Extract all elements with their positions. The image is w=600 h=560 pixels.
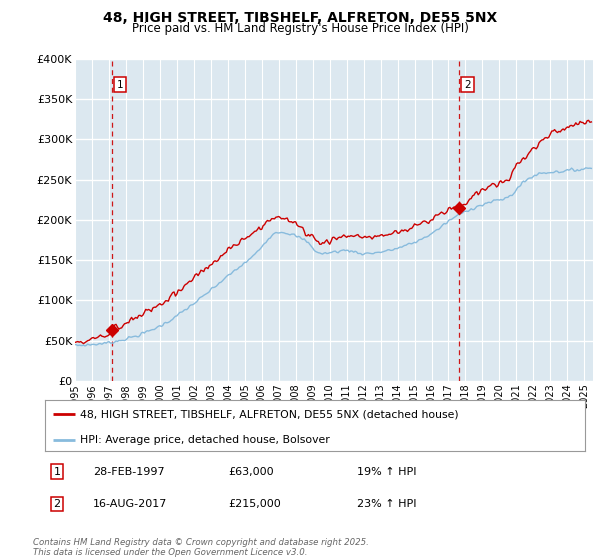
- Text: 1: 1: [53, 466, 61, 477]
- Text: 2: 2: [464, 80, 471, 90]
- Text: Price paid vs. HM Land Registry's House Price Index (HPI): Price paid vs. HM Land Registry's House …: [131, 22, 469, 35]
- Text: HPI: Average price, detached house, Bolsover: HPI: Average price, detached house, Bols…: [80, 435, 330, 445]
- Text: 1: 1: [117, 80, 124, 90]
- Text: 48, HIGH STREET, TIBSHELF, ALFRETON, DE55 5NX (detached house): 48, HIGH STREET, TIBSHELF, ALFRETON, DE5…: [80, 409, 459, 419]
- Text: 2: 2: [53, 499, 61, 509]
- Text: 48, HIGH STREET, TIBSHELF, ALFRETON, DE55 5NX: 48, HIGH STREET, TIBSHELF, ALFRETON, DE5…: [103, 11, 497, 25]
- Text: 28-FEB-1997: 28-FEB-1997: [93, 466, 164, 477]
- Text: 23% ↑ HPI: 23% ↑ HPI: [357, 499, 416, 509]
- Text: 19% ↑ HPI: 19% ↑ HPI: [357, 466, 416, 477]
- Text: Contains HM Land Registry data © Crown copyright and database right 2025.
This d: Contains HM Land Registry data © Crown c…: [33, 538, 369, 557]
- Text: 16-AUG-2017: 16-AUG-2017: [93, 499, 167, 509]
- Text: £63,000: £63,000: [228, 466, 274, 477]
- Text: £215,000: £215,000: [228, 499, 281, 509]
